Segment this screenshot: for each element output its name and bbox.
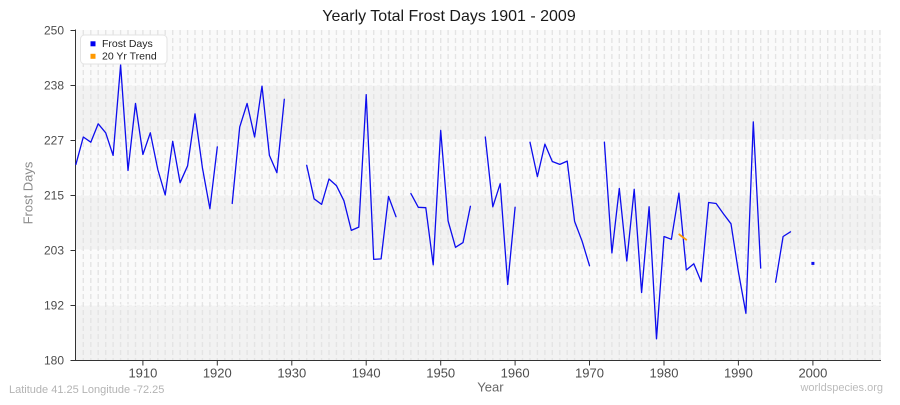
svg-text:Frost Days: Frost Days xyxy=(102,38,153,50)
svg-text:227: 227 xyxy=(44,134,64,148)
svg-text:192: 192 xyxy=(44,299,64,313)
svg-text:1990: 1990 xyxy=(724,366,753,381)
svg-text:Year: Year xyxy=(477,380,504,395)
svg-text:Frost Days: Frost Days xyxy=(20,161,35,224)
svg-text:worldspecies.org: worldspecies.org xyxy=(799,382,883,394)
svg-text:238: 238 xyxy=(44,79,64,93)
svg-text:1920: 1920 xyxy=(203,366,232,381)
svg-text:1980: 1980 xyxy=(650,366,679,381)
svg-text:1950: 1950 xyxy=(426,366,455,381)
svg-text:1960: 1960 xyxy=(501,366,530,381)
svg-text:1910: 1910 xyxy=(128,366,157,381)
svg-text:1940: 1940 xyxy=(352,366,381,381)
svg-text:1930: 1930 xyxy=(277,366,306,381)
svg-text:Yearly Total Frost Days 1901 -: Yearly Total Frost Days 1901 - 2009 xyxy=(322,8,576,25)
svg-text:203: 203 xyxy=(44,244,64,258)
svg-text:1970: 1970 xyxy=(575,366,604,381)
svg-text:250: 250 xyxy=(44,24,64,38)
svg-text:215: 215 xyxy=(44,189,64,203)
svg-text:20 Yr Trend: 20 Yr Trend xyxy=(102,51,157,63)
svg-text:180: 180 xyxy=(44,354,64,368)
svg-text:2000: 2000 xyxy=(798,366,827,381)
svg-text:Latitude 41.25 Longitude -72.2: Latitude 41.25 Longitude -72.25 xyxy=(9,384,164,396)
